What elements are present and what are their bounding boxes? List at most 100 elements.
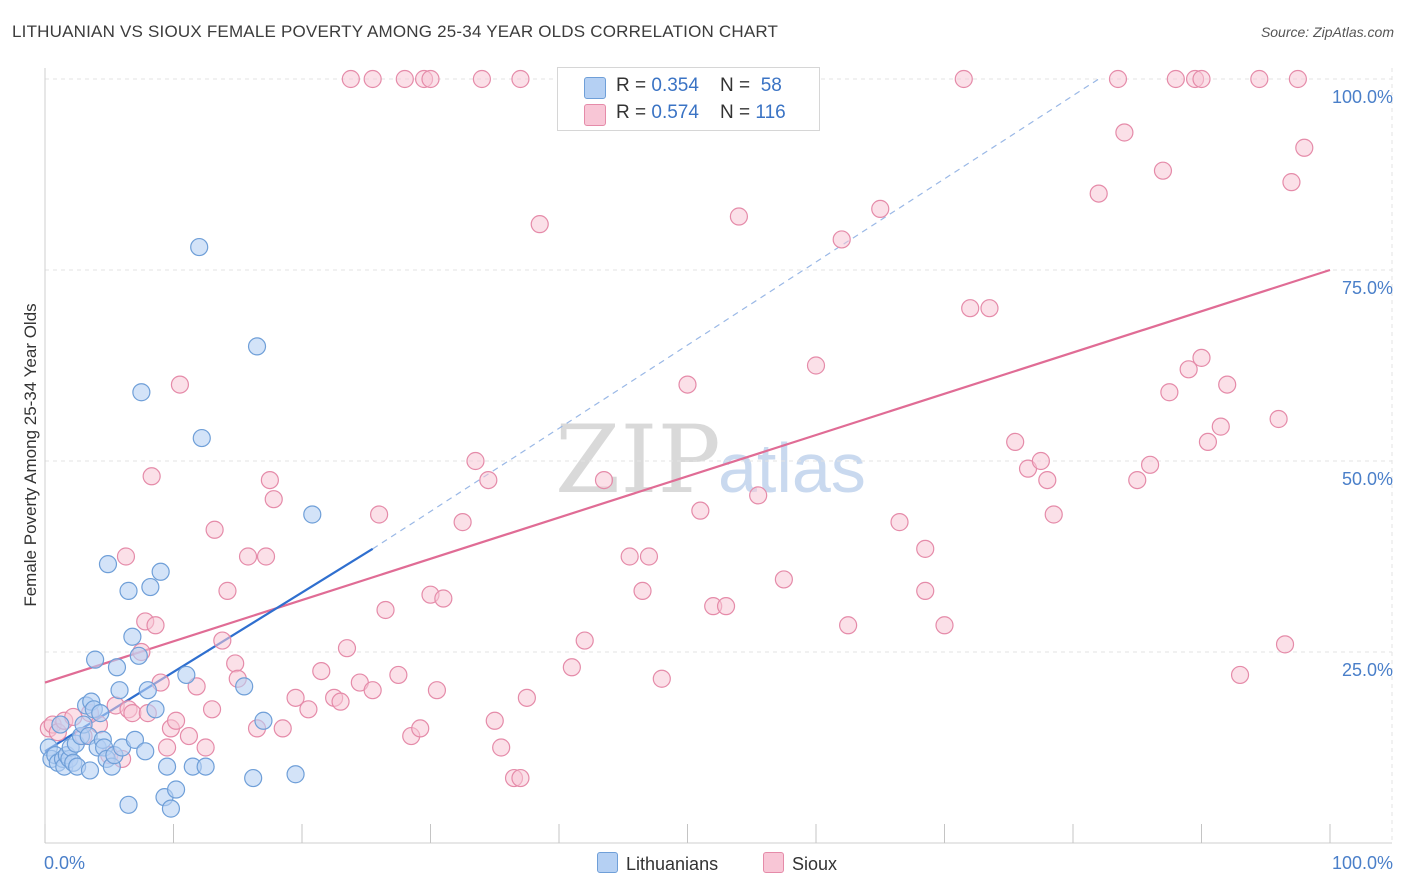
sioux-point xyxy=(146,616,165,635)
lithuanians-point xyxy=(98,555,118,574)
sioux-point xyxy=(633,581,652,600)
sioux-point xyxy=(256,547,276,566)
sioux-point xyxy=(774,570,793,589)
n-label: N = xyxy=(720,102,756,123)
lithuanians-point xyxy=(235,677,254,696)
sioux-point xyxy=(123,704,142,723)
lithuanians-point xyxy=(129,646,148,665)
sioux-point xyxy=(312,661,331,681)
lithuanians-point xyxy=(254,711,273,730)
lithuanians-point xyxy=(119,795,138,814)
sioux-point xyxy=(205,520,224,539)
n-value: 116 xyxy=(755,102,786,123)
chart-title: LITHUANIAN VS SIOUX FEMALE POVERTY AMONG… xyxy=(12,22,779,41)
sioux-point xyxy=(511,768,530,788)
sioux-point xyxy=(954,69,973,89)
lithuanians-point xyxy=(247,337,267,356)
sioux-point xyxy=(170,375,190,394)
sioux-point xyxy=(1038,471,1057,490)
lithuanians-point xyxy=(157,757,177,776)
sioux-point xyxy=(196,738,215,757)
sioux-trend-line xyxy=(44,268,1331,684)
sioux-point xyxy=(331,692,350,711)
sioux-point xyxy=(466,451,485,471)
lithuanians-point xyxy=(110,681,129,700)
lithuanians-point xyxy=(123,627,142,646)
lithuanians-point xyxy=(177,665,196,685)
y-tick-label: 25.0% xyxy=(1342,660,1393,680)
sioux-point xyxy=(337,639,357,658)
sioux-point xyxy=(1166,69,1185,89)
sioux-point xyxy=(453,513,472,532)
lithuanians-point xyxy=(146,700,165,719)
sioux-point xyxy=(187,677,206,696)
sioux-point xyxy=(1140,455,1160,474)
lithuanians-point xyxy=(286,765,305,784)
sioux-point xyxy=(389,665,408,685)
n-value: 58 xyxy=(760,75,782,96)
sioux-point xyxy=(1275,635,1295,654)
sioux-point xyxy=(479,471,498,490)
lithuanians-legend-swatch xyxy=(597,852,618,873)
sioux-point xyxy=(434,589,453,608)
lithuanians-point xyxy=(51,715,70,734)
sioux-point xyxy=(678,375,697,394)
sioux-point xyxy=(1198,432,1218,451)
lithuanians-point xyxy=(192,428,211,448)
lithuanians-point xyxy=(138,681,157,700)
sioux-point xyxy=(395,69,414,89)
lithuanians-point xyxy=(303,505,322,524)
sioux-point xyxy=(1218,375,1237,394)
sioux-point xyxy=(575,631,594,650)
sioux-point xyxy=(363,681,382,700)
sioux-point xyxy=(166,711,186,730)
lithuanians-point xyxy=(151,562,170,581)
lithuanians-trend-extension xyxy=(372,78,1100,550)
sioux-point xyxy=(179,726,199,746)
sioux-point xyxy=(226,654,245,673)
sioux-point xyxy=(1128,471,1147,490)
sioux-point xyxy=(620,547,639,566)
y-tick-label: 75.0% xyxy=(1342,278,1393,298)
sioux-legend-swatch xyxy=(763,852,784,873)
sioux-point xyxy=(1230,665,1250,685)
axes xyxy=(44,68,1392,844)
sioux-point xyxy=(1108,69,1128,89)
sioux-point xyxy=(1192,348,1211,367)
lithuanians-point xyxy=(136,742,155,761)
sioux-point xyxy=(1160,383,1179,402)
lithuanians-point xyxy=(141,577,160,597)
sioux-point xyxy=(1153,161,1173,180)
sioux-point xyxy=(411,719,430,738)
sioux-point xyxy=(980,299,999,318)
sioux-point xyxy=(427,681,447,700)
sioux-point xyxy=(213,631,232,650)
sioux-point xyxy=(594,471,614,490)
lithuanians-point xyxy=(132,383,151,402)
sioux-point xyxy=(472,69,491,89)
sioux-point xyxy=(806,356,826,375)
sioux-point xyxy=(1250,69,1269,89)
n-label: N = xyxy=(720,75,756,96)
sioux-point xyxy=(260,471,279,490)
sioux-point xyxy=(492,738,511,757)
sioux-point xyxy=(517,688,536,707)
sioux-point xyxy=(142,467,161,486)
sioux-point xyxy=(935,616,954,635)
lithuanians-point xyxy=(80,761,100,780)
sioux-point xyxy=(1006,432,1025,451)
sioux-point xyxy=(1282,173,1301,192)
r-label: R = xyxy=(616,75,652,96)
sioux-point xyxy=(421,69,440,89)
sioux-point xyxy=(639,547,659,566)
y-tick-label: 50.0% xyxy=(1342,469,1393,489)
sioux-point xyxy=(749,486,768,505)
sioux-point xyxy=(562,658,581,677)
lithuanians-point xyxy=(244,768,263,788)
sioux-point xyxy=(485,711,504,730)
sioux-point xyxy=(1269,409,1288,429)
sioux-point xyxy=(1179,360,1198,379)
lithuanians-point xyxy=(107,658,127,677)
sioux-point xyxy=(370,505,389,524)
